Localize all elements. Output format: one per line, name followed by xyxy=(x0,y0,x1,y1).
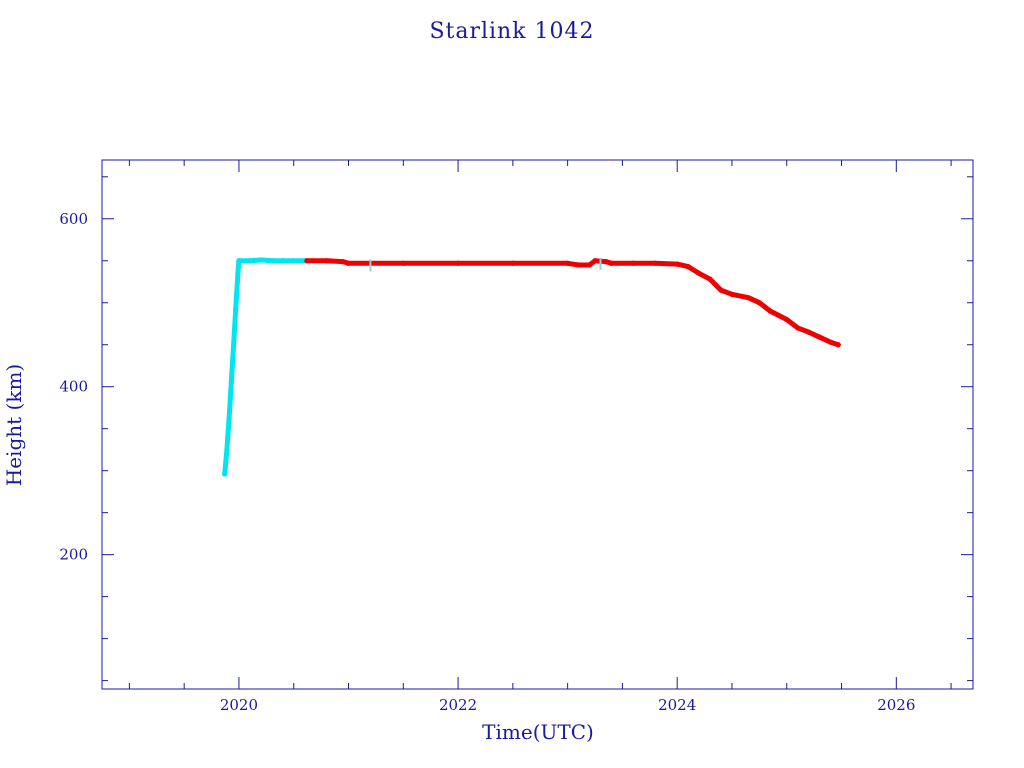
x-tick-label: 2020 xyxy=(220,696,258,714)
data-point xyxy=(510,260,516,266)
data-point xyxy=(280,258,286,264)
data-point xyxy=(340,259,346,265)
y-axis-label: Height (km) xyxy=(2,364,26,486)
data-point xyxy=(235,270,241,276)
x-tick-label: 2024 xyxy=(658,696,696,714)
series-line xyxy=(222,257,310,477)
data-series xyxy=(222,257,841,477)
data-point xyxy=(603,259,609,265)
x-tick-label: 2026 xyxy=(877,696,915,714)
data-point xyxy=(795,325,801,331)
data-point xyxy=(756,300,762,306)
data-point xyxy=(304,258,310,264)
data-point xyxy=(745,295,752,301)
data-point xyxy=(630,260,636,266)
axis-ticks: 2020 2022 2024 2026 200 400 600 xyxy=(59,160,973,714)
y-tick-label: 600 xyxy=(59,210,88,228)
y-tick-label: 200 xyxy=(59,546,88,564)
data-point xyxy=(565,260,571,266)
data-point xyxy=(291,258,297,264)
x-axis-label: Time(UTC) xyxy=(482,720,594,744)
x-tick-label: 2022 xyxy=(439,696,477,714)
chart-title: Starlink 1042 xyxy=(429,19,594,44)
data-point xyxy=(345,260,352,266)
data-point xyxy=(718,287,724,293)
data-point xyxy=(575,262,582,268)
data-point xyxy=(230,343,237,350)
data-point xyxy=(592,258,598,264)
data-point xyxy=(806,329,812,335)
data-point xyxy=(696,270,702,276)
data-point xyxy=(817,334,823,340)
data-point xyxy=(652,260,658,266)
data-point xyxy=(674,261,680,267)
data-point xyxy=(258,257,264,263)
data-point xyxy=(455,260,461,266)
data-point xyxy=(827,339,834,345)
data-point xyxy=(323,258,330,264)
data-point xyxy=(228,379,234,386)
data-point xyxy=(400,260,406,266)
data-point xyxy=(729,291,735,297)
data-point xyxy=(707,276,713,282)
data-point xyxy=(224,447,230,453)
data-point xyxy=(233,306,239,313)
plot-frame xyxy=(101,159,974,690)
data-point xyxy=(247,258,253,264)
data-point xyxy=(586,262,593,268)
data-point xyxy=(767,308,773,314)
data-point xyxy=(226,416,232,422)
data-point xyxy=(685,264,691,270)
data-point xyxy=(222,471,228,477)
data-point xyxy=(784,316,790,323)
data-point xyxy=(269,258,275,264)
y-tick-label: 400 xyxy=(59,378,88,396)
data-point xyxy=(236,258,242,264)
data-point xyxy=(608,260,615,266)
data-point xyxy=(835,342,841,348)
